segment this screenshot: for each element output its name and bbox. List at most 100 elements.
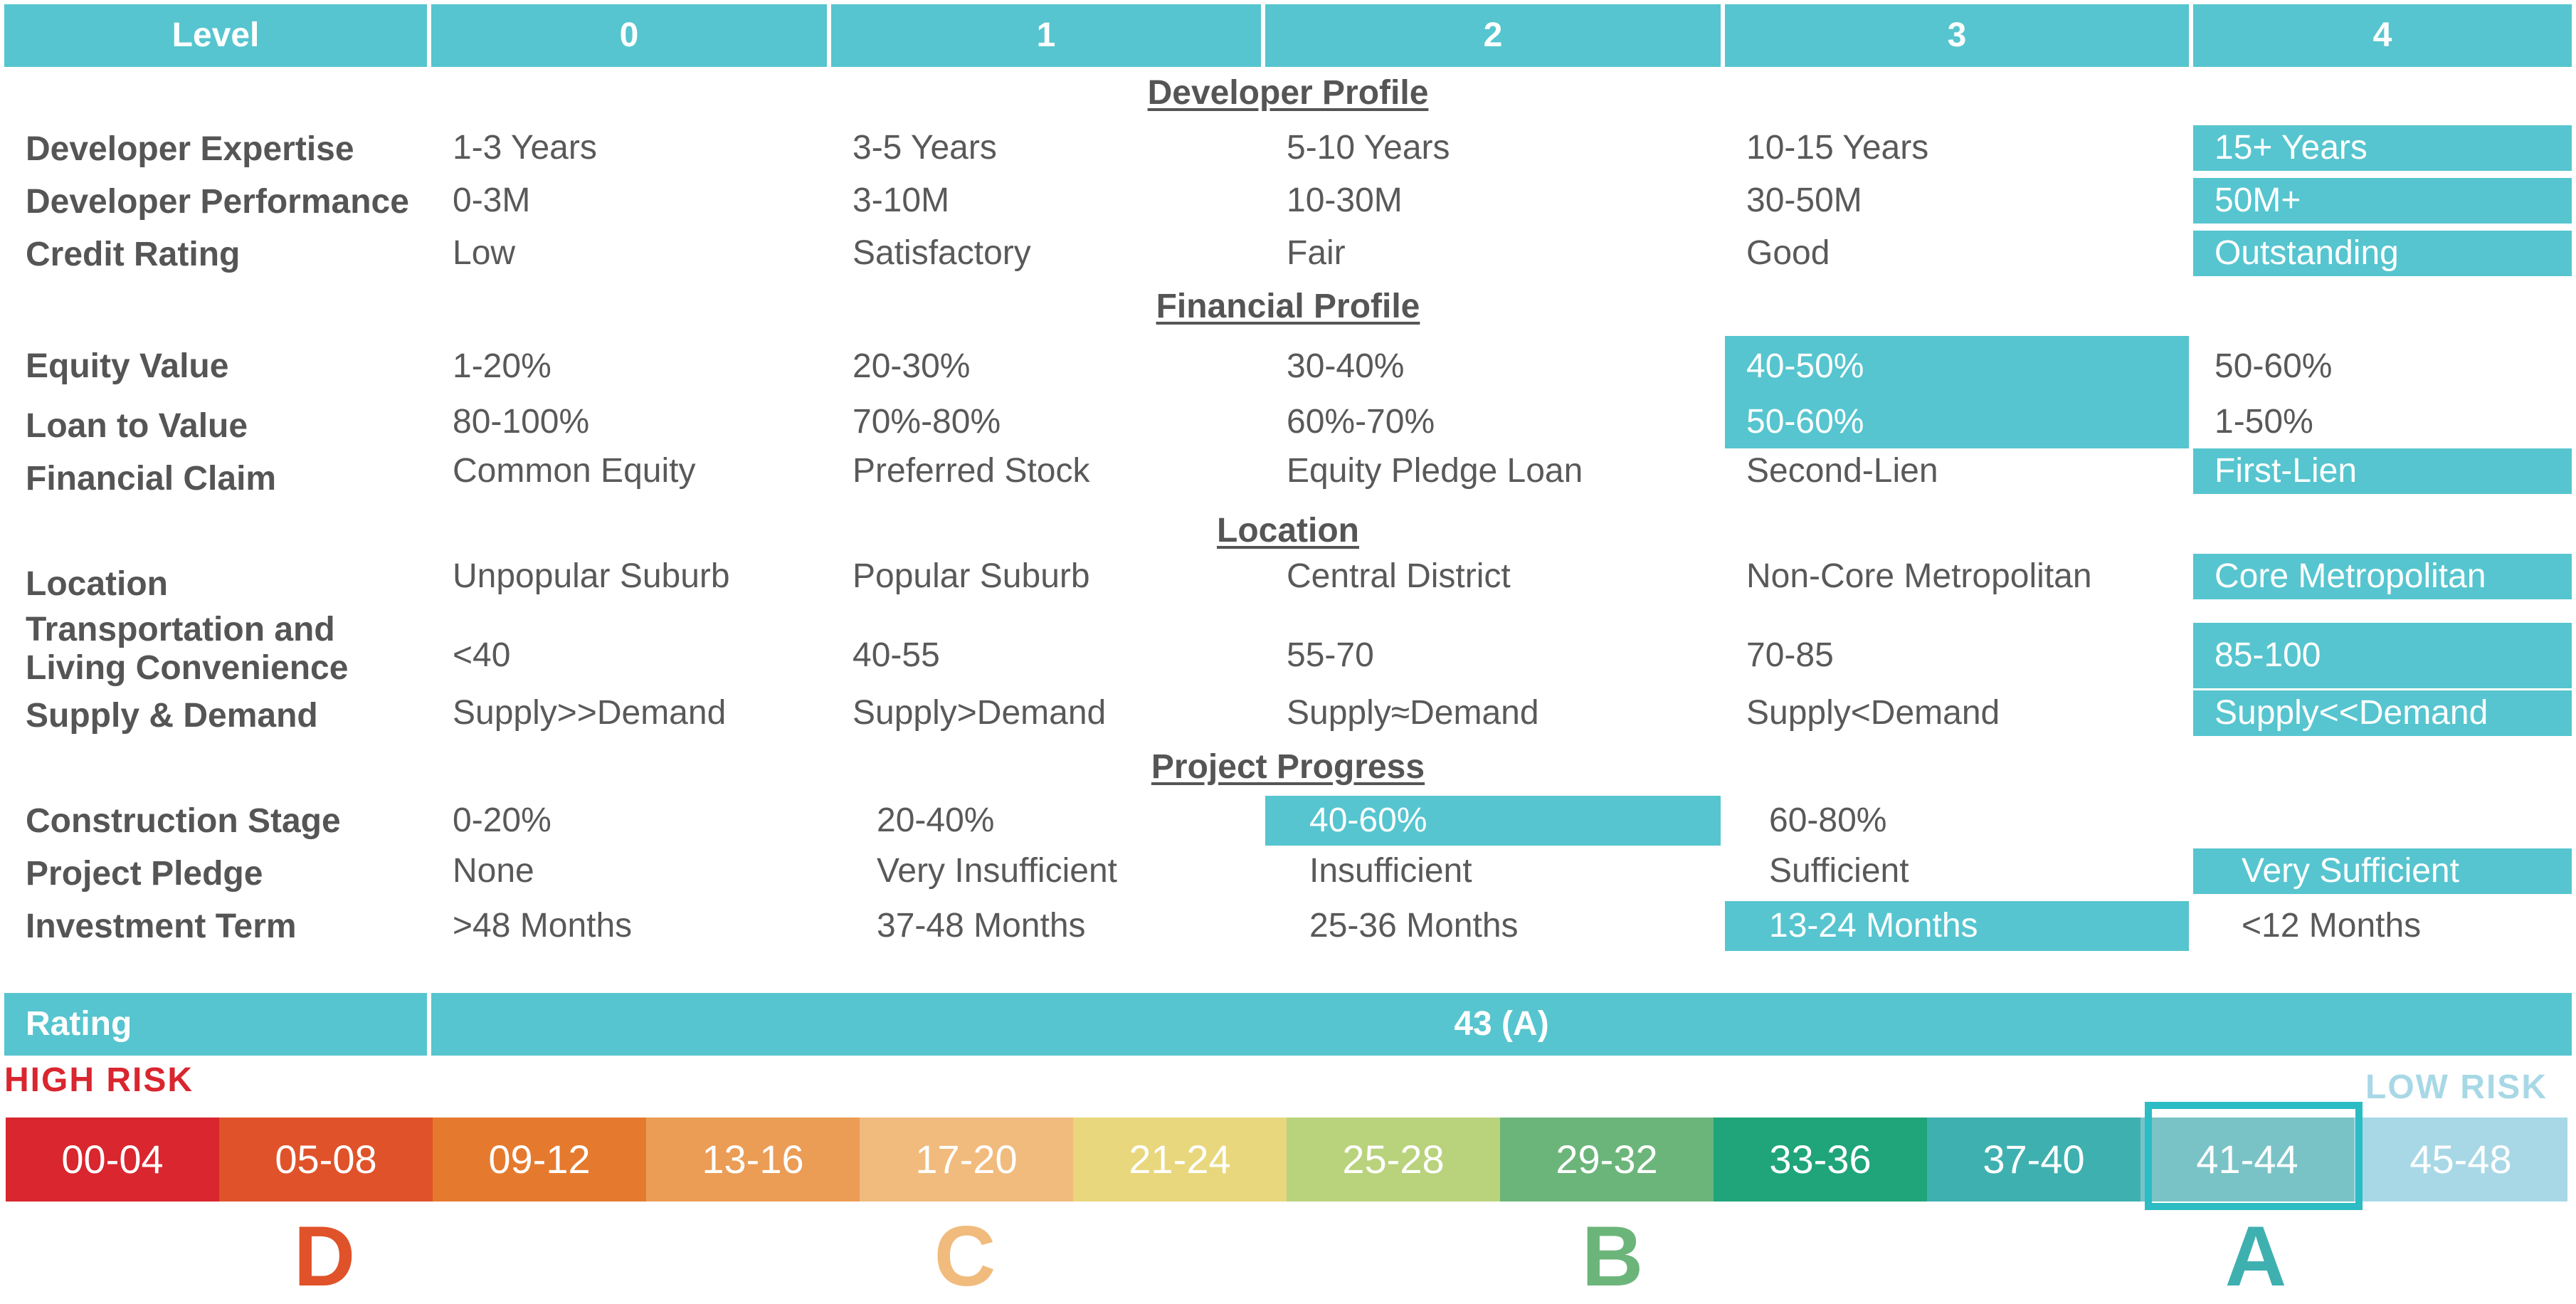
matrix-cell: 1-50% xyxy=(2215,403,2313,441)
matrix-cell: 15+ Years xyxy=(2193,125,2572,171)
matrix-cell: 55-70 xyxy=(1287,636,1374,674)
row-label-supply-demand: Supply & Demand xyxy=(26,697,318,735)
header-level-1: 1 xyxy=(831,4,1261,67)
section-developer-profile: Developer Profile xyxy=(1147,74,1429,112)
grade-d: D xyxy=(293,1209,356,1304)
matrix-cell: Common Equity xyxy=(453,452,696,490)
matrix-cell: Core Metropolitan xyxy=(2193,554,2572,599)
matrix-cell: Very Insufficient xyxy=(877,852,1117,890)
matrix-cell: Second-Lien xyxy=(1746,452,1938,490)
matrix-cell: Satisfactory xyxy=(852,234,1031,272)
matrix-cell: Non-Core Metropolitan xyxy=(1746,557,2092,595)
header-level-3: 3 xyxy=(1725,4,2189,67)
section-financial-profile: Financial Profile xyxy=(1156,288,1420,325)
matrix-cell: 60%-70% xyxy=(1287,403,1435,441)
matrix-cell: <12 Months xyxy=(2242,907,2422,945)
row-label-developer-expertise: Developer Expertise xyxy=(26,130,354,168)
scale-segment-00-04: 00-04 xyxy=(6,1118,219,1202)
matrix-cell: <40 xyxy=(453,636,511,674)
matrix-cell: 70-85 xyxy=(1746,636,1834,674)
matrix-cell: Very Sufficient xyxy=(2193,848,2572,894)
scale-segment-37-40: 37-40 xyxy=(1927,1118,2140,1202)
matrix-cell: Supply>>Demand xyxy=(453,694,727,732)
matrix-cell: 70%-80% xyxy=(852,403,1001,441)
grade-a: A xyxy=(2224,1209,2287,1304)
matrix-cell: Central District xyxy=(1287,557,1511,595)
scale-segment-25-28: 25-28 xyxy=(1287,1118,1500,1202)
scale-segment-13-16: 13-16 xyxy=(646,1118,860,1202)
rating-label: Rating xyxy=(4,993,427,1056)
matrix-cell: Supply≈Demand xyxy=(1287,694,1539,732)
header-level-2: 2 xyxy=(1265,4,1721,67)
matrix-cell: >48 Months xyxy=(453,907,633,945)
matrix-cell: Sufficient xyxy=(1769,852,1909,890)
matrix-cell: 1-20% xyxy=(453,347,551,385)
row-label-credit-rating: Credit Rating xyxy=(26,236,241,273)
matrix-cell: Supply<Demand xyxy=(1746,694,2000,732)
scale-segment-17-20: 17-20 xyxy=(860,1118,1073,1202)
matrix-cell: 10-15 Years xyxy=(1746,129,1929,167)
matrix-cell: Preferred Stock xyxy=(852,452,1090,490)
matrix-cell: 30-50M xyxy=(1746,182,1862,219)
scale-segment-29-32: 29-32 xyxy=(1500,1118,1714,1202)
selected-segment-frame xyxy=(2145,1102,2363,1210)
matrix-cell: 37-48 Months xyxy=(877,907,1086,945)
row-label-location: Location xyxy=(26,565,168,603)
matrix-cell: Low xyxy=(453,234,516,272)
matrix-cell: 60-80% xyxy=(1769,801,1887,839)
header-level-4: 4 xyxy=(2193,4,2572,67)
row-label-project-pledge: Project Pledge xyxy=(26,855,263,893)
matrix-cell: 20-30% xyxy=(852,347,971,385)
matrix-cell: Insufficient xyxy=(1309,852,1472,890)
header-level-label: Level xyxy=(4,4,427,67)
scale-segment-21-24: 21-24 xyxy=(1073,1118,1287,1202)
scale-segment-41-44: 41-44 xyxy=(2140,1118,2354,1202)
matrix-cell: 13-24 Months xyxy=(1725,901,2189,951)
row-label-investment-term: Investment Term xyxy=(26,908,297,945)
matrix-cell: 85-100 xyxy=(2193,623,2572,688)
low-risk-label: LOW RISK xyxy=(2365,1068,2548,1106)
row-label-equity-value: Equity Value xyxy=(26,347,229,385)
matrix-cell: Equity Pledge Loan xyxy=(1287,452,1583,490)
row-label-construction-stage: Construction Stage xyxy=(26,802,341,840)
matrix-cell: 40-55 xyxy=(852,636,940,674)
matrix-cell: First-Lien xyxy=(2193,448,2572,494)
matrix-cell: Good xyxy=(1746,234,1830,272)
row-label-developer-performance: Developer Performance xyxy=(26,183,409,221)
row-label-financial-claim: Financial Claim xyxy=(26,460,277,498)
section-location: Location xyxy=(1217,512,1359,550)
matrix-cell: 3-5 Years xyxy=(852,129,997,167)
matrix-cell: 0-3M xyxy=(453,182,531,219)
grade-c: C xyxy=(934,1209,996,1304)
matrix-cell: 40-50% xyxy=(1725,336,2189,397)
scale-segment-05-08: 05-08 xyxy=(219,1118,433,1202)
matrix-cell: 30-40% xyxy=(1287,347,1405,385)
high-risk-label: HIGH RISK xyxy=(4,1061,194,1099)
row-label-transportation: Transportation and Living Convenience xyxy=(26,611,349,687)
matrix-cell: 25-36 Months xyxy=(1309,907,1519,945)
matrix-cell: 5-10 Years xyxy=(1287,129,1450,167)
matrix-cell: None xyxy=(453,852,534,890)
grade-b: B xyxy=(1581,1209,1644,1304)
matrix-cell: Supply>Demand xyxy=(852,694,1107,732)
matrix-cell: Unpopular Suburb xyxy=(453,557,730,595)
matrix-cell: Outstanding xyxy=(2193,231,2572,276)
rating-value: 43 (A) xyxy=(431,993,2572,1056)
matrix-cell: 20-40% xyxy=(877,801,995,839)
matrix-cell: 80-100% xyxy=(453,403,590,441)
matrix-cell: 0-20% xyxy=(453,801,551,839)
matrix-cell: Popular Suburb xyxy=(852,557,1090,595)
matrix-cell: 50-60% xyxy=(1725,396,2189,448)
matrix-cell: Fair xyxy=(1287,234,1346,272)
matrix-cell: 50-60% xyxy=(2215,347,2333,385)
matrix-cell: 10-30M xyxy=(1287,182,1403,219)
matrix-cell: 3-10M xyxy=(852,182,950,219)
scale-segment-33-36: 33-36 xyxy=(1714,1118,1927,1202)
matrix-cell: 1-3 Years xyxy=(453,129,597,167)
section-project-progress: Project Progress xyxy=(1151,748,1425,786)
scale-segment-45-48: 45-48 xyxy=(2354,1118,2567,1202)
matrix-cell: 50M+ xyxy=(2193,178,2572,224)
matrix-cell: 40-60% xyxy=(1265,796,1721,846)
scale-segment-09-12: 09-12 xyxy=(433,1118,646,1202)
matrix-cell: Supply<<Demand xyxy=(2193,690,2572,736)
